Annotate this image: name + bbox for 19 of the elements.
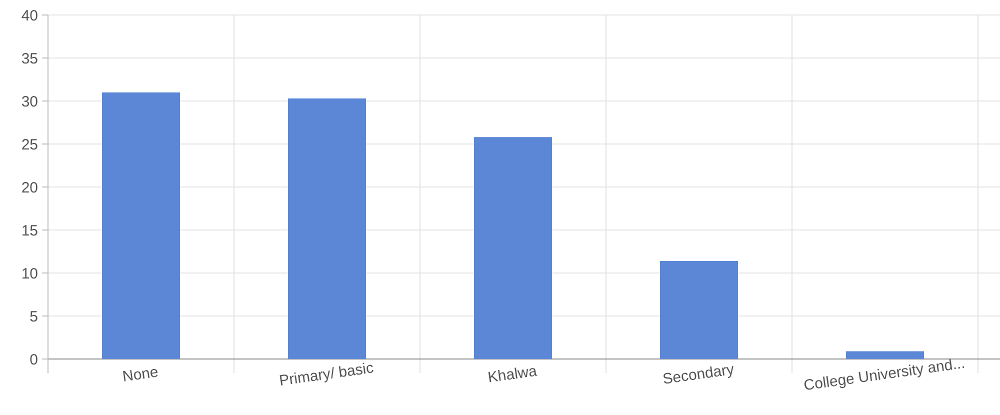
y-tick-label: 40 [21, 7, 38, 24]
bar [288, 98, 366, 359]
y-tick-label: 0 [30, 351, 38, 368]
y-tick-label: 35 [21, 50, 38, 68]
bar [660, 260, 738, 359]
y-tick-label: 25 [21, 136, 38, 154]
y-tick-label: 30 [21, 93, 38, 110]
y-tick-label: 20 [21, 179, 38, 196]
bar [102, 92, 180, 359]
y-tick-label: 10 [21, 265, 38, 282]
x-tick-label: College University and... [802, 354, 966, 394]
y-tick-label: 5 [30, 308, 38, 326]
bar [474, 137, 552, 359]
x-tick-label: Khalwa [486, 362, 539, 386]
x-tick-label: Secondary [662, 361, 736, 388]
x-tick-label: Primary/ basic [278, 359, 376, 390]
y-tick-label: 15 [21, 222, 38, 240]
x-tick-label: None [121, 364, 160, 386]
bar [846, 351, 924, 359]
